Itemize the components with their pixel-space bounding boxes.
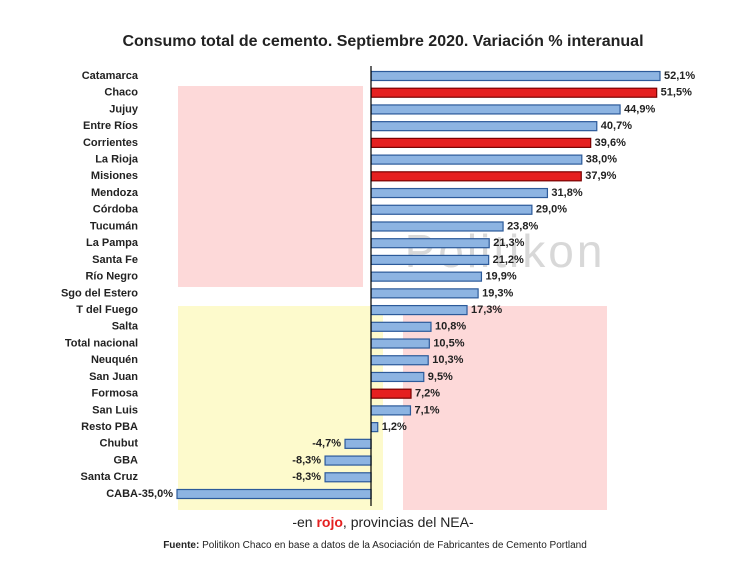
value-label: 37,9%	[585, 170, 616, 182]
bar	[324, 455, 372, 466]
value-label: -4,7%	[312, 438, 341, 450]
source-label: Fuente:	[163, 540, 199, 551]
bar	[370, 355, 429, 366]
value-label: 23,8%	[507, 220, 538, 232]
value-label: 52,1%	[664, 70, 695, 82]
value-label: 44,9%	[624, 103, 655, 115]
value-label: -8,3%	[292, 454, 321, 466]
bars: Catamarca 52,1% Chaco 51,5% Jujuy 44,9% Entre …	[61, 70, 695, 500]
bar	[370, 321, 432, 332]
category-label: Entre Ríos	[83, 120, 138, 132]
category-label: Sgo del Estero	[61, 287, 138, 299]
value-label: 17,3%	[471, 304, 502, 316]
bar	[370, 204, 533, 215]
category-label: GBA	[114, 454, 139, 466]
bar	[370, 104, 621, 115]
value-label: 40,7%	[601, 120, 632, 132]
value-label: 1,2%	[382, 421, 407, 433]
value-label: 31,8%	[551, 187, 582, 199]
bar	[344, 438, 372, 449]
value-label: 21,2%	[493, 254, 524, 266]
note-text: , provincias del NEA-	[343, 514, 474, 530]
value-label: -35,0%	[138, 488, 173, 500]
source-text: Politikon Chaco en base a datos de la As…	[199, 540, 586, 551]
category-label: Neuquén	[91, 354, 138, 366]
bar	[370, 238, 490, 249]
category-label: Córdoba	[93, 204, 139, 216]
value-label: 19,3%	[482, 287, 513, 299]
bar	[370, 288, 479, 299]
value-label: 38,0%	[586, 154, 617, 166]
category-label: San Juan	[89, 371, 138, 383]
bar	[370, 254, 490, 266]
value-label: 10,8%	[435, 321, 466, 333]
category-label: Corrientes	[83, 137, 138, 149]
bar	[370, 304, 468, 316]
source: Fuente: Politikon Chaco en base a datos …	[163, 540, 587, 551]
category-label: Jujuy	[109, 103, 139, 115]
category-label: Catamarca	[82, 70, 139, 82]
category-label: Chubut	[100, 438, 139, 450]
category-label: Río Negro	[85, 271, 138, 283]
category-label: La Pampa	[86, 237, 139, 249]
value-label: 10,3%	[432, 354, 463, 366]
bar	[370, 70, 661, 82]
category-label: Formosa	[92, 388, 139, 400]
category-label: La Rioja	[95, 154, 139, 166]
bar	[370, 171, 582, 182]
note: -en rojo, provincias del NEA-	[292, 514, 474, 530]
bar	[370, 187, 549, 199]
value-label: 19,9%	[485, 271, 516, 283]
value-label: 10,5%	[433, 337, 464, 349]
bar	[370, 388, 412, 399]
category-label: T del Fuego	[76, 304, 138, 316]
category-label: Chaco	[104, 87, 138, 99]
value-label: 7,2%	[415, 388, 440, 400]
value-label: 29,0%	[536, 204, 567, 216]
category-label: Misiones	[91, 170, 138, 182]
value-label: 9,5%	[428, 371, 453, 383]
category-label: Santa Cruz	[81, 471, 139, 483]
background-block	[403, 306, 607, 510]
value-label: 39,6%	[595, 137, 626, 149]
bar	[370, 371, 425, 383]
bar	[370, 422, 379, 433]
note-text: -en	[292, 514, 316, 530]
category-label: Salta	[112, 321, 139, 333]
category-label: San Luis	[92, 404, 138, 416]
bar	[370, 87, 658, 98]
bar	[370, 154, 583, 165]
value-label: 51,5%	[661, 87, 692, 99]
category-label: Mendoza	[91, 187, 139, 199]
category-label: Total nacional	[65, 337, 138, 349]
value-label: -8,3%	[292, 471, 321, 483]
bar	[370, 121, 598, 132]
note-highlight: rojo	[316, 514, 342, 530]
bar	[176, 488, 372, 500]
chart-title: Consumo total de cemento. Septiembre 202…	[122, 33, 643, 50]
bar	[370, 137, 592, 148]
background-block	[178, 86, 363, 287]
value-label: 7,1%	[414, 404, 439, 416]
category-label: CABA	[106, 488, 138, 500]
value-label: 21,3%	[493, 237, 524, 249]
bar	[370, 405, 412, 416]
bar	[370, 221, 504, 232]
category-label: Resto PBA	[81, 421, 138, 433]
watermark: Politikon	[405, 225, 606, 277]
category-label: Santa Fe	[92, 254, 138, 266]
category-label: Tucumán	[90, 220, 138, 232]
bar	[370, 271, 483, 282]
bar	[324, 472, 372, 483]
bar	[370, 338, 430, 349]
